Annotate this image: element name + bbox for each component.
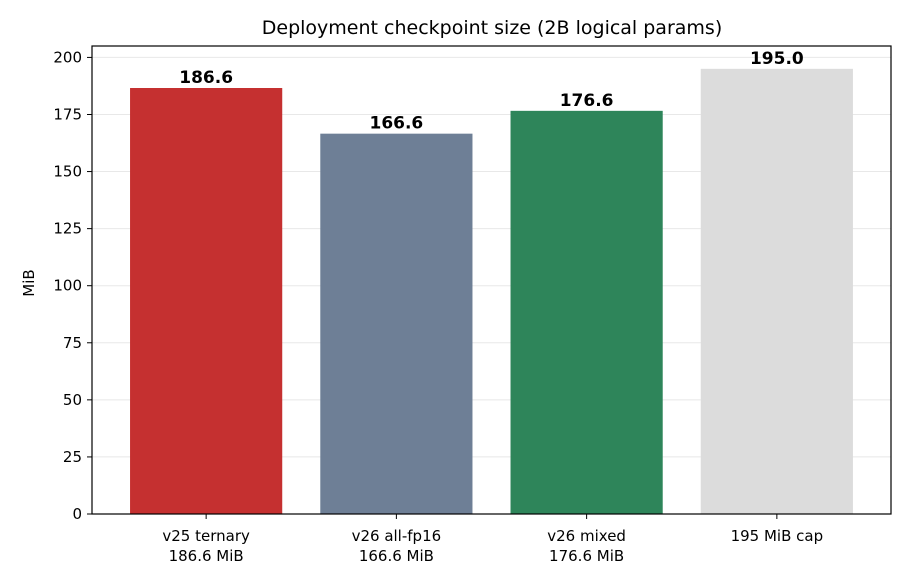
- x-tick-label-line: v25 ternary: [162, 527, 250, 545]
- x-tick-label-line: v26 all-fp16: [352, 527, 442, 545]
- bar: [320, 133, 473, 515]
- x-tick-label: v26 mixed 176.6 MiB: [547, 527, 626, 565]
- bar-value-label: 195.0: [750, 49, 804, 69]
- chart-title: Deployment checkpoint size (2B logical p…: [262, 17, 722, 39]
- x-tick-label-line: 176.6 MiB: [549, 547, 624, 565]
- y-tick-label: 125: [53, 220, 82, 238]
- bar: [700, 68, 853, 514]
- y-tick-label: 150: [53, 163, 82, 181]
- y-tick-label: 175: [53, 105, 82, 123]
- x-tick-label-line: 195 MiB cap: [731, 527, 824, 545]
- x-tick-label: v25 ternary 186.6 MiB: [162, 527, 250, 565]
- y-axis-label: MiB: [20, 269, 38, 296]
- bar-value-label: 166.6: [369, 114, 423, 134]
- plot-frame: [91, 45, 892, 515]
- x-tick-label-line: 186.6 MiB: [169, 547, 244, 565]
- y-tick-label: 100: [53, 277, 82, 295]
- x-tick-label-line: 166.6 MiB: [359, 547, 434, 565]
- y-tick-label: 75: [63, 334, 82, 352]
- x-tick-label: 195 MiB cap: [731, 527, 824, 545]
- x-tick-label-line: v26 mixed: [547, 527, 626, 545]
- y-tick-label: 25: [63, 448, 82, 466]
- bar-value-label: 186.6: [179, 68, 233, 88]
- y-tick-label: 200: [53, 48, 82, 66]
- bar-value-label: 176.6: [560, 91, 614, 111]
- bar: [510, 110, 663, 515]
- bar: [130, 88, 283, 514]
- y-tick-label: 0: [72, 505, 82, 523]
- y-tick-label: 50: [63, 391, 82, 409]
- x-tick-label: v26 all-fp16 166.6 MiB: [352, 527, 442, 565]
